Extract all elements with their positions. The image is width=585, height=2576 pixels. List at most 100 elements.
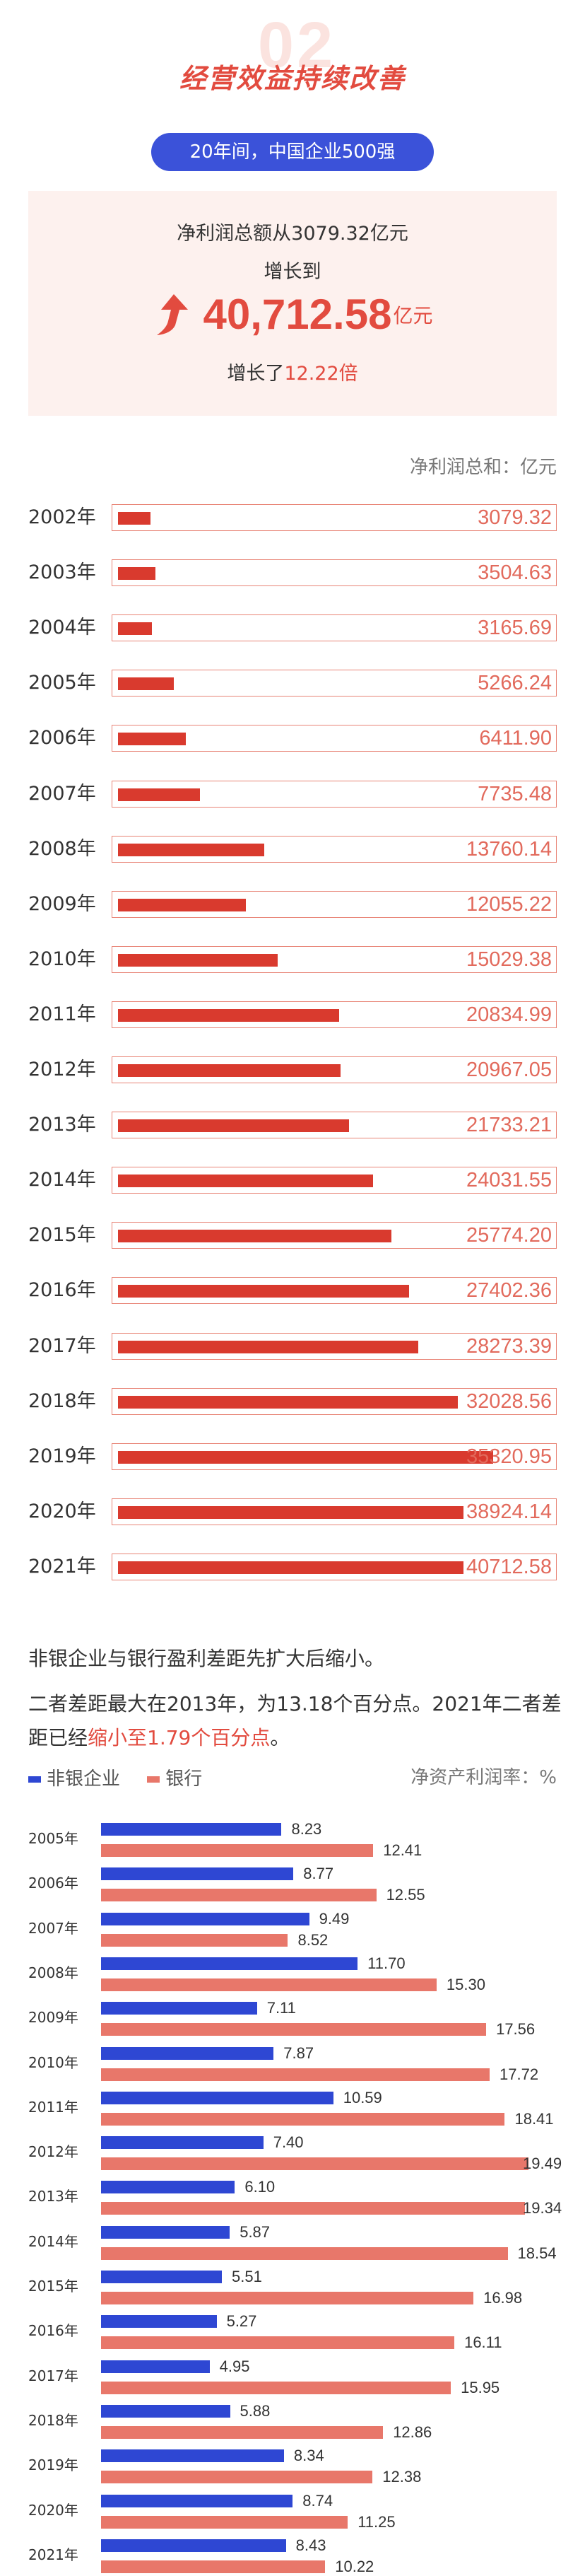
nonbank-value-label: 7.40 [273,2133,304,2152]
net-profit-row: 2006年 6411.90 [28,725,565,752]
year-label: 2013年 [28,2188,78,2205]
net-profit-bar [118,953,278,967]
nonbank-value-label: 6.10 [244,2178,276,2196]
bank-value-label: 18.54 [517,2244,557,2262]
net-profit-row: 2020年 38924.14 [28,1498,565,1525]
bank-value-label: 16.98 [483,2289,523,2307]
bar-track: 20967.05 [112,1056,557,1083]
summary-big-row: 40,712.58亿元 [28,290,557,346]
year-label: 2007年 [28,1919,78,1937]
summary-line-1: 净利润总额从3079.32亿元 [177,223,408,245]
nonbank-bar [101,2449,284,2463]
bank-bar [101,2246,508,2260]
bar-track: 3079.32 [112,504,557,531]
nonbank-bar [101,2315,217,2329]
roe-row: 2006年 8.77 12.55 [28,1860,565,1904]
net-profit-bar [118,1340,418,1353]
year-label: 2021年 [28,2546,78,2563]
value-label: 15029.38 [466,948,552,971]
legend-swatch-bank [147,1776,160,1783]
bank-value-label: 16.11 [464,2333,502,2352]
net-profit-row: 2007年 7735.48 [28,780,565,808]
nonbank-bar [101,2091,333,2104]
year-label: 2015年 [28,2278,78,2295]
nonbank-value-label: 7.11 [266,1999,296,2017]
value-label: 6411.90 [479,727,552,750]
net-profit-bar [118,1505,532,1519]
nonbank-value-label: 7.87 [283,2044,314,2062]
bar-track: 28273.39 [112,1332,557,1360]
net-profit-row: 2012年 20967.05 [28,1056,565,1083]
bar-track: 27402.36 [112,1277,557,1305]
value-label: 24031.55 [466,1169,552,1192]
bar-track: 32028.56 [112,1387,557,1415]
paragraph-2-suffix: 。 [270,1726,290,1749]
bar-track: 20834.99 [112,1001,557,1028]
nonbank-value-label: 5.88 [240,2401,271,2420]
net-profit-bar [118,622,152,636]
bar-track: 13760.14 [112,835,557,863]
net-profit-bar [118,1285,409,1298]
legend-item-nonbank: 非银企业 [28,1764,120,1790]
net-profit-bar [118,843,264,856]
roe-row: 2020年 8.74 11.25 [28,2488,565,2531]
year-label: 2004年 [28,617,96,639]
bank-value-label: 12.55 [386,1886,425,1904]
value-label: 38924.14 [463,1498,552,1525]
nonbank-value-label: 11.70 [367,1954,406,1972]
net-profit-bar [118,1119,349,1133]
roe-row: 2013年 6.10 19.34 [28,2174,565,2217]
year-label: 2011年 [28,1003,96,1025]
net-profit-row: 2021年 40712.58 [28,1553,565,1580]
nonbank-bar [101,2271,223,2283]
summary-big-unit: 亿元 [393,303,433,327]
bar-track: 40712.58 [112,1553,557,1580]
chart1-unit-label: 净利润总和：亿元 [409,457,557,478]
year-label: 2020年 [28,1500,96,1522]
legend-item-bank: 银行 [147,1764,202,1790]
roe-row: 2016年 5.27 16.11 [28,2308,565,2352]
net-profit-bar [118,733,187,746]
net-profit-row: 2013年 21733.21 [28,1112,565,1139]
year-label: 2013年 [28,1114,96,1136]
value-label: 21733.21 [466,1114,552,1137]
year-label: 2010年 [28,2053,78,2071]
nonbank-bar [101,2404,230,2418]
year-label: 2008年 [28,1964,78,1981]
bank-value-label: 15.30 [446,1975,485,1993]
bank-bar [101,2157,528,2171]
year-label: 2020年 [28,2501,78,2519]
nonbank-value-label: 8.74 [302,2491,333,2510]
value-label: 5266.24 [478,672,552,695]
year-label: 2014年 [28,1169,96,1191]
nonbank-value-label: 9.49 [319,1909,350,1928]
nonbank-value-label: 8.23 [291,1820,322,1838]
year-label: 2019年 [28,2456,78,2474]
section-title: 经营效益持续改善 [179,63,406,94]
net-profit-bar [118,677,175,691]
nonbank-value-label: 5.51 [232,2268,262,2285]
net-profit-row: 2016年 27402.36 [28,1277,565,1305]
net-profit-bar [118,512,151,525]
year-label: 2015年 [28,1224,96,1247]
year-label: 2017年 [28,2367,78,2384]
bank-bar [101,1889,377,1902]
bank-bar [101,1978,437,1991]
chart2-unit-label: 净资产利润率：% [410,1767,557,1788]
bar-track: 6411.90 [112,725,557,752]
bank-value-label: 12.41 [383,1841,422,1859]
bank-bar [101,2336,455,2350]
value-label: 7735.48 [478,782,552,805]
summary-line-3-prefix: 增长了 [227,363,285,385]
nonbank-bar [101,2494,293,2507]
bank-bar [101,2381,451,2394]
value-label: 27402.36 [466,1279,552,1302]
net-profit-bar [118,1561,550,1574]
bank-value-label: 12.86 [393,2423,432,2441]
summary-box: 净利润总额从3079.32亿元 增长到 40,712.58亿元 增长了12.22… [28,191,557,416]
bar-track: 15029.38 [112,945,557,973]
value-label: 20834.99 [466,1003,552,1026]
year-label: 2017年 [28,1334,96,1357]
value-label: 28273.39 [466,1334,552,1358]
year-label: 2012年 [28,1059,96,1080]
